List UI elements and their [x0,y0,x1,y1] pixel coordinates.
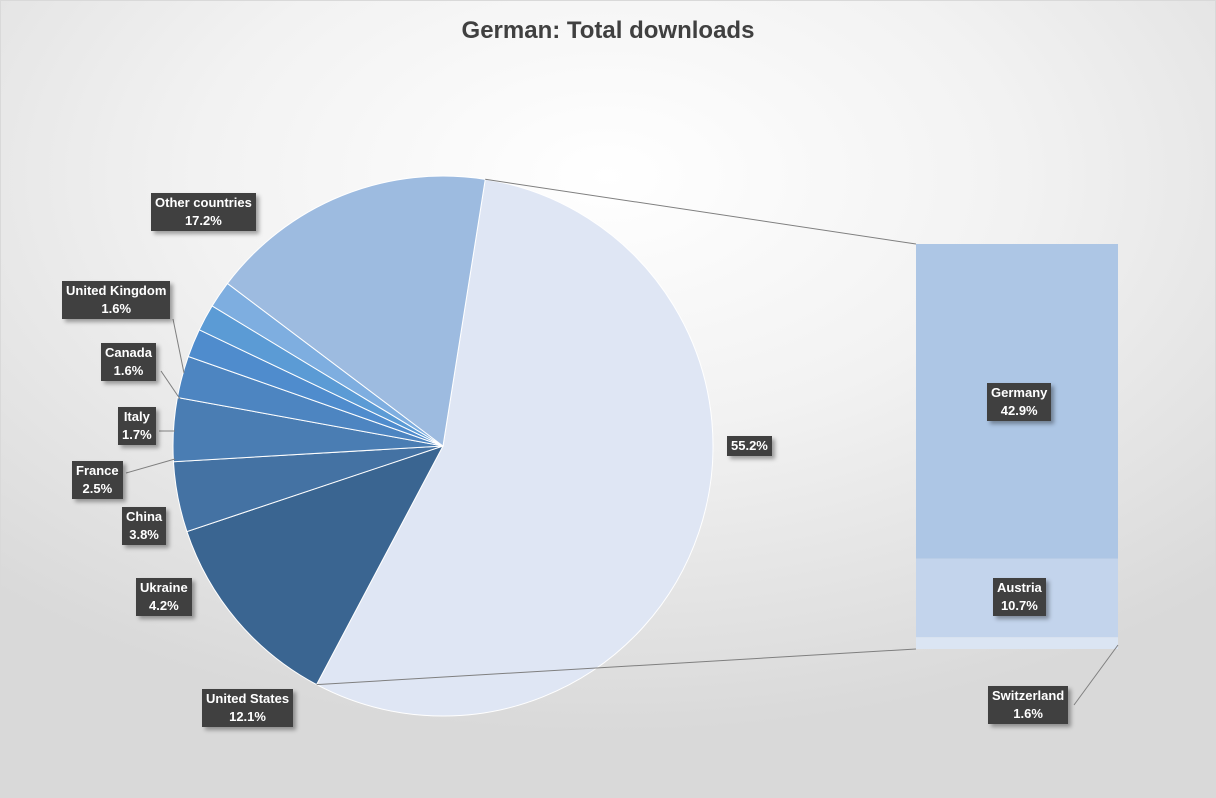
data-label-china: China 3.8% [122,507,167,545]
data-label-value: 1.6% [101,301,132,316]
connector-line-bottom [316,648,917,686]
data-label-value: 1.6% [113,363,144,378]
data-label-switzerland: Switzerland 1.6% [988,686,1069,724]
data-label-name: Austria [997,580,1042,595]
data-label-value: 3.8% [129,527,159,542]
data-label-austria: Austria 10.7% [993,578,1046,616]
data-label-value: 4.2% [149,598,179,613]
data-label-value: 42.9% [1000,403,1038,418]
data-label-name: Switzerland [992,688,1065,703]
data-label-name: Italy [123,409,150,424]
data-label-name: France [76,463,119,478]
pie-slice-united-states [186,445,445,686]
data-label-name: China [126,509,163,524]
data-label-value: 55.2% [731,438,768,453]
leader-line-france [125,458,176,474]
data-label-united-states: United States 12.1% [202,689,294,727]
data-label-italy: Italy 1.7% [118,407,156,445]
data-label-germany: Germany 42.9% [987,383,1052,421]
data-label-other-countries: Other countries 17.2% [151,193,256,231]
data-label-value: 10.7% [1000,598,1038,613]
data-label-name: Other countries [155,195,252,210]
data-label-name: Ukraine [140,580,188,595]
data-label-name: United Kingdom [66,283,167,298]
data-label-ukraine: Ukraine 4.2% [136,578,192,616]
data-label-name: United States [206,691,290,706]
data-label-canada: Canada 1.6% [101,343,156,381]
leader-line-united-kingdom [172,318,185,374]
data-label-value: 1.7% [122,427,152,442]
chart-title: German: Total downloads [461,17,755,44]
data-label-name: Germany [991,385,1048,400]
data-label-value: 12.1% [229,709,266,724]
data-label-value: 2.5% [82,481,113,496]
leader-line-switzerland [1073,644,1119,706]
data-label-france: France 2.5% [72,461,123,499]
pie-slice-other-countries [226,175,486,447]
data-label-value: 1.6% [1013,706,1043,721]
data-label-name: Canada [105,345,152,360]
bar-segment-switzerland [916,637,1118,649]
connector-line-top [485,178,917,245]
data-label-value: 17.2% [184,213,222,228]
pie-slice-combined [315,178,714,717]
data-label-combined: 55.2% [727,436,772,456]
leader-line-canada [160,370,181,400]
data-label-united-kingdom: United Kingdom 1.6% [62,281,171,319]
